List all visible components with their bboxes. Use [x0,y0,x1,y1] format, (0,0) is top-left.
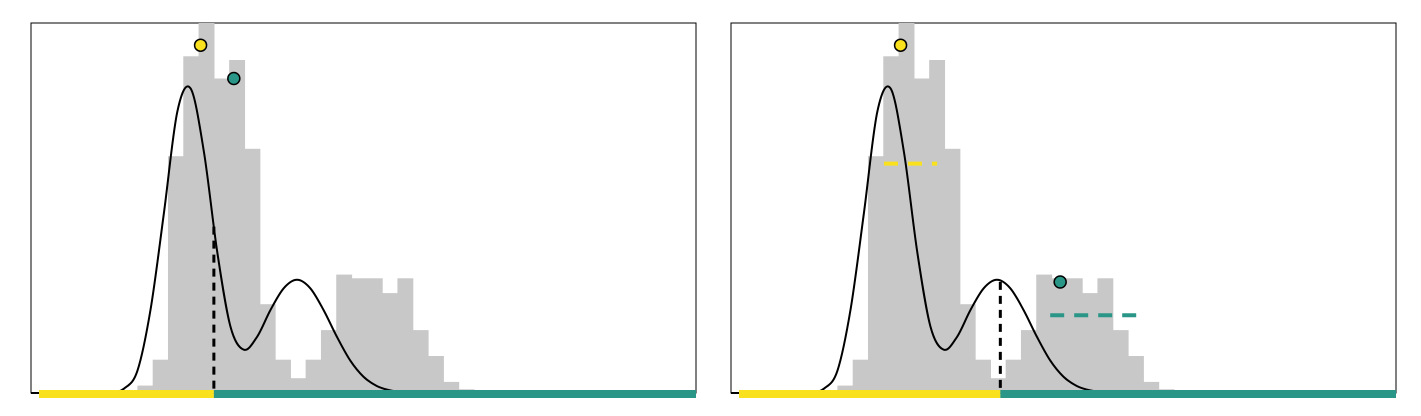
histogram-bar [1082,293,1099,393]
histogram-bar [1005,359,1022,393]
class-band [1000,390,1396,398]
histogram-bar [213,78,230,393]
peak-marker [1053,275,1067,289]
histogram-bar [259,304,276,393]
histogram-bar [1051,278,1068,393]
histogram-bar [913,78,930,393]
histogram-bar [412,330,429,393]
histogram-bar [990,378,1007,393]
histogram-bar [883,56,900,394]
histogram-bar [1020,330,1037,393]
histogram-bar [229,60,246,393]
histogram-bar [1112,330,1129,393]
histogram-bar [1036,274,1053,393]
histogram-bar [898,23,915,393]
peak-marker [893,38,908,52]
histogram-bar [198,23,215,393]
histogram-bar [167,156,184,393]
histogram-bar [290,378,307,393]
histogram-bar [944,148,961,393]
histogram-bar [428,356,444,393]
histogram-bar [382,293,399,393]
histogram-bar [320,330,337,393]
histogram-bar [1066,278,1083,393]
chart-panel-left [0,0,700,416]
histogram-bar [1128,356,1144,393]
histogram-bar [929,60,946,393]
class-band [39,390,214,398]
class-band [739,390,1001,398]
histogram-bar [959,304,976,393]
histogram-bar [397,278,414,393]
histogram-bar [867,156,884,393]
histogram-bar [275,359,291,393]
class-band [213,390,696,398]
histogram-bar [1097,278,1114,393]
histogram-bar [975,359,991,393]
chart-panel-right [700,0,1400,416]
histogram-chart-right [730,22,1397,398]
histogram-bar [366,278,383,393]
histogram-bar [137,385,154,393]
histogram-bar [351,278,368,393]
histogram-bar [305,359,322,393]
histogram-bar [837,385,854,393]
peak-marker [227,71,241,86]
histogram-bar [152,359,169,393]
histogram-bar [443,381,460,393]
histogram-bar [244,148,261,393]
peak-marker [193,38,208,52]
histogram-bar [852,359,869,393]
histogram-bar [336,274,353,393]
histogram-bar [1143,381,1160,393]
histogram-bar [183,56,200,394]
histogram-chart-left [30,22,697,398]
